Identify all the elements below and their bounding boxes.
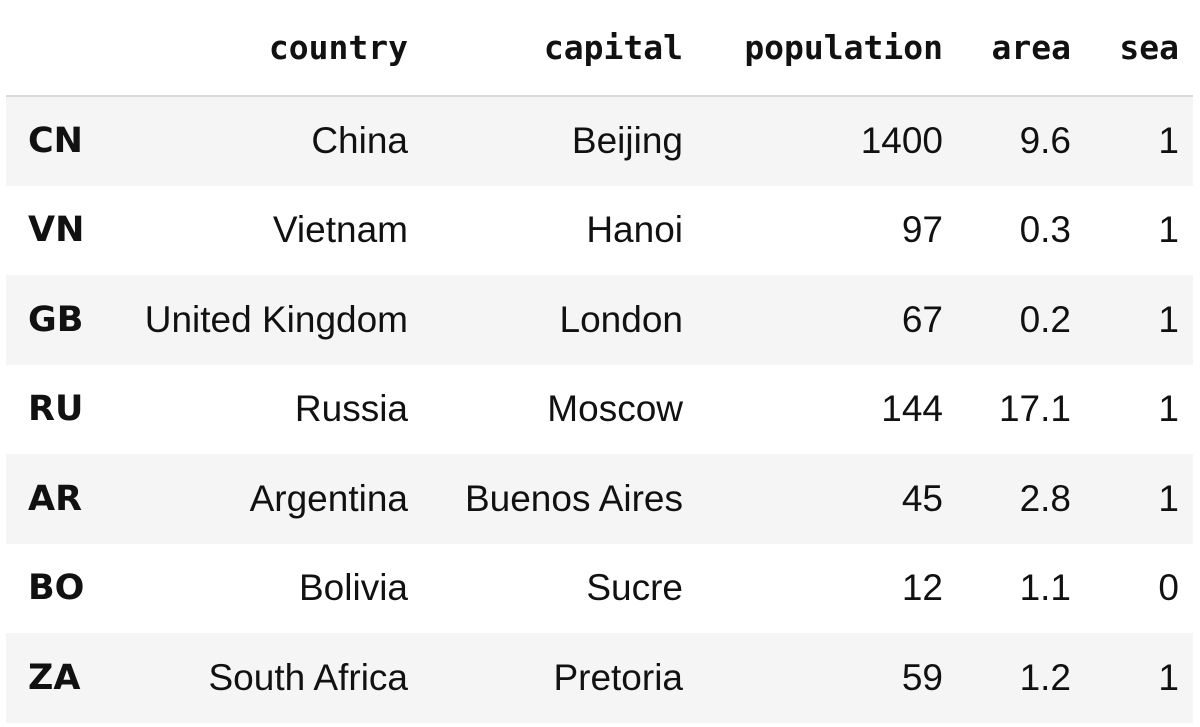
cell-area: 1.1 [1019, 567, 1071, 609]
cell-area: 9.6 [1019, 120, 1071, 162]
cell-population: 1400 [860, 120, 943, 162]
cell-population: 67 [901, 298, 943, 340]
table-body: CN China Beijing 1400 9.6 1 VN Vietnam H… [6, 96, 1193, 723]
cell-country: Russia [294, 388, 408, 430]
column-header-capital: capital [416, 0, 691, 97]
dataframe-table-container: country capital population area sea CN C… [6, 0, 1193, 723]
column-header-sea: sea [1079, 0, 1193, 97]
row-index: GB [28, 299, 84, 340]
cell-area: 0.3 [1019, 209, 1071, 251]
cell-capital: Hanoi [586, 209, 683, 251]
cell-country: China [311, 120, 408, 162]
table-row: VN Vietnam Hanoi 97 0.3 1 [6, 185, 1193, 275]
cell-population: 144 [881, 388, 943, 430]
cell-sea: 1 [1158, 656, 1179, 698]
cell-sea: 1 [1158, 120, 1179, 162]
table-row: BO Bolivia Sucre 12 1.1 0 [6, 543, 1193, 633]
cell-sea: 1 [1158, 477, 1179, 519]
table-row: GB United Kingdom London 67 0.2 1 [6, 275, 1193, 365]
row-index: VN [28, 210, 85, 251]
row-index: CN [28, 121, 83, 162]
row-index: AR [28, 478, 83, 519]
table-header: country capital population area sea [6, 0, 1193, 97]
cell-sea: 1 [1158, 209, 1179, 251]
cell-area: 2.8 [1019, 477, 1071, 519]
cell-population: 59 [901, 656, 943, 698]
cell-country: South Africa [208, 656, 408, 698]
cell-area: 0.2 [1019, 298, 1071, 340]
cell-sea: 1 [1158, 388, 1179, 430]
cell-country: United Kingdom [144, 298, 408, 340]
cell-capital: Moscow [547, 388, 683, 430]
table-row: RU Russia Moscow 144 17.1 1 [6, 364, 1193, 454]
cell-capital: Beijing [571, 120, 683, 162]
column-header-country: country [113, 0, 416, 97]
header-row: country capital population area sea [6, 0, 1193, 97]
cell-country: Vietnam [272, 209, 408, 251]
cell-area: 1.2 [1019, 656, 1071, 698]
cell-population: 97 [901, 209, 943, 251]
cell-country: Argentina [249, 477, 408, 519]
index-header [6, 0, 113, 97]
row-index: BO [28, 568, 85, 609]
table-row: CN China Beijing 1400 9.6 1 [6, 96, 1193, 186]
dataframe-table: country capital population area sea CN C… [6, 0, 1193, 723]
column-header-population: population [691, 0, 951, 97]
cell-sea: 0 [1158, 567, 1179, 609]
cell-capital: Sucre [586, 567, 683, 609]
row-index: RU [28, 389, 84, 430]
cell-country: Bolivia [299, 567, 408, 609]
cell-capital: London [559, 298, 683, 340]
table-row: ZA South Africa Pretoria 59 1.2 1 [6, 633, 1193, 723]
column-header-area: area [951, 0, 1079, 97]
cell-area: 17.1 [998, 388, 1071, 430]
row-index: ZA [28, 657, 81, 698]
cell-capital: Pretoria [553, 656, 683, 698]
cell-sea: 1 [1158, 298, 1179, 340]
cell-population: 12 [901, 567, 943, 609]
cell-population: 45 [901, 477, 943, 519]
table-row: AR Argentina Buenos Aires 45 2.8 1 [6, 454, 1193, 544]
cell-capital: Buenos Aires [464, 477, 683, 519]
